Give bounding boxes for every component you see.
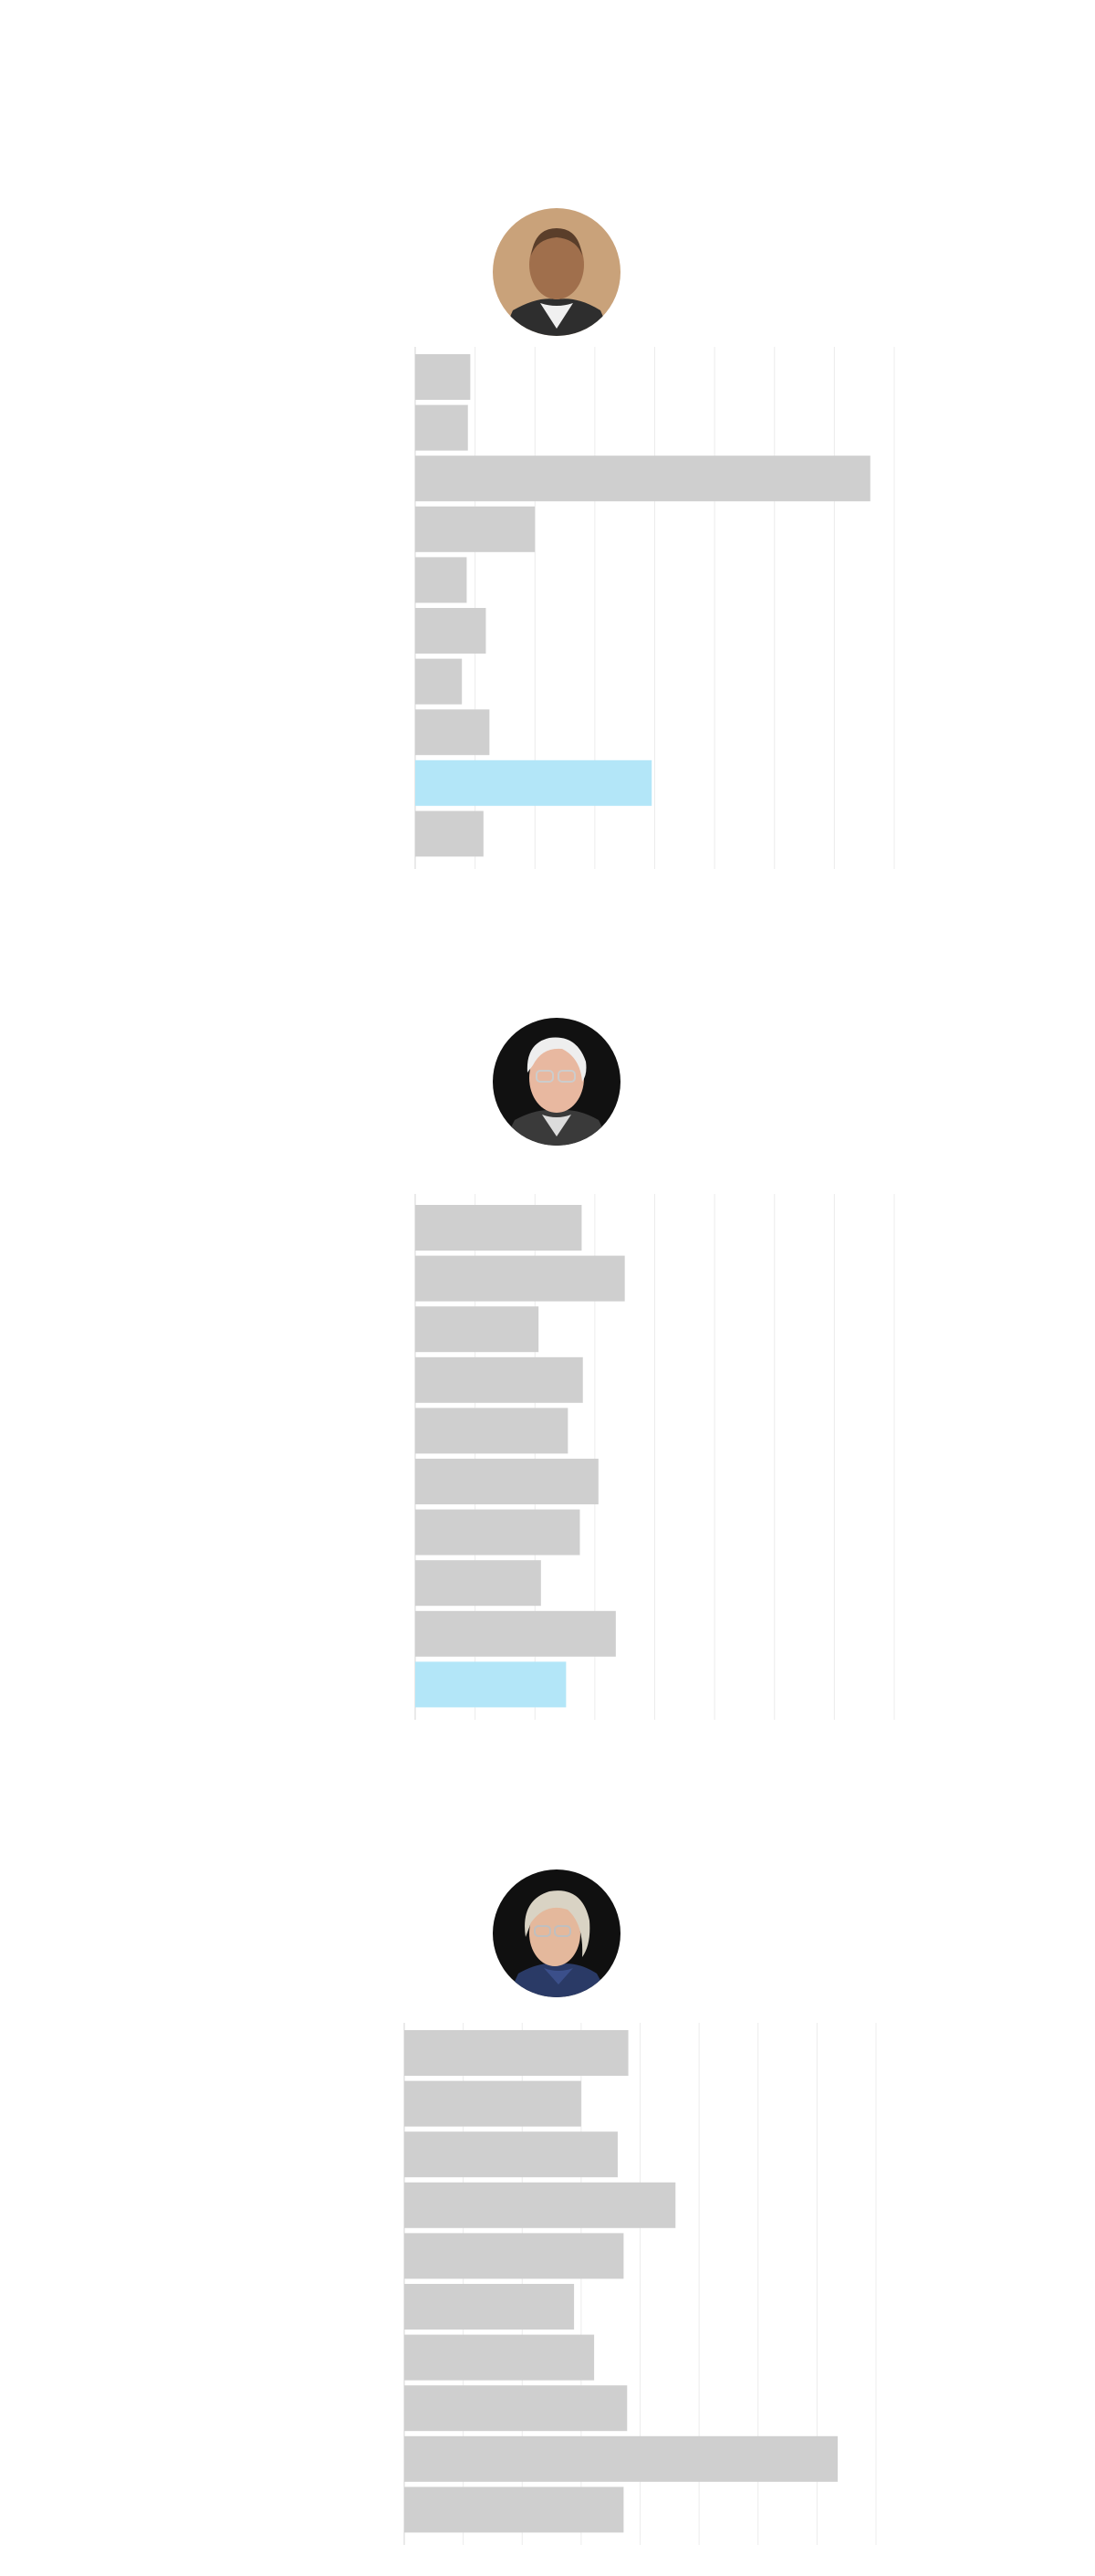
bar <box>415 456 871 502</box>
bar <box>415 1560 541 1607</box>
bar-highlighted <box>415 759 652 806</box>
bar <box>415 1408 568 1454</box>
bar <box>404 2334 595 2381</box>
chart-panel-1 <box>0 0 1095 876</box>
bar-highlighted <box>415 1661 567 1708</box>
portrait-glasses <box>558 1070 576 1083</box>
bar <box>415 506 536 552</box>
bar <box>415 1509 580 1555</box>
bar <box>415 404 468 451</box>
bar <box>415 1205 582 1251</box>
portrait-photo-icon <box>493 1018 620 1146</box>
bar-chart-2 <box>414 1194 895 1720</box>
bar <box>404 2385 628 2432</box>
bar-chart-3 <box>403 2023 877 2545</box>
portrait-avatar-2 <box>493 1018 620 1146</box>
bar <box>404 2030 629 2076</box>
bar <box>415 658 463 705</box>
bar <box>415 811 484 857</box>
bar <box>415 1610 616 1657</box>
portrait-hair <box>531 228 582 256</box>
bar <box>404 2233 624 2279</box>
bar <box>404 2080 581 2127</box>
portrait-hair <box>527 1037 587 1082</box>
bar <box>404 2131 618 2178</box>
bar <box>415 1356 583 1403</box>
bar-chart-1 <box>414 347 895 869</box>
bar <box>415 557 467 603</box>
bar <box>404 2487 624 2533</box>
portrait-glasses <box>534 1925 551 1937</box>
portrait-hair <box>525 1890 590 1957</box>
bar <box>404 2284 575 2330</box>
bar <box>415 1459 599 1504</box>
bar <box>415 354 471 400</box>
portrait-face <box>529 230 584 299</box>
portrait-face <box>529 1043 584 1113</box>
portrait-glasses <box>536 1070 554 1083</box>
bar <box>415 1306 539 1353</box>
bar <box>404 2182 676 2228</box>
portrait-avatar-1 <box>493 208 620 336</box>
bar <box>404 2435 838 2482</box>
bar <box>415 1255 625 1302</box>
portrait-avatar-3 <box>493 1869 620 1997</box>
chart-panel-2 <box>414 1018 895 1720</box>
portrait-shirt <box>540 303 573 329</box>
portrait-photo-icon <box>493 208 620 336</box>
portrait-photo-icon <box>493 1869 620 1997</box>
portrait-shirt <box>544 1968 573 1984</box>
portrait-shirt <box>542 1115 571 1136</box>
bar <box>415 608 486 654</box>
bar <box>415 709 490 756</box>
portrait-glasses <box>554 1925 571 1937</box>
